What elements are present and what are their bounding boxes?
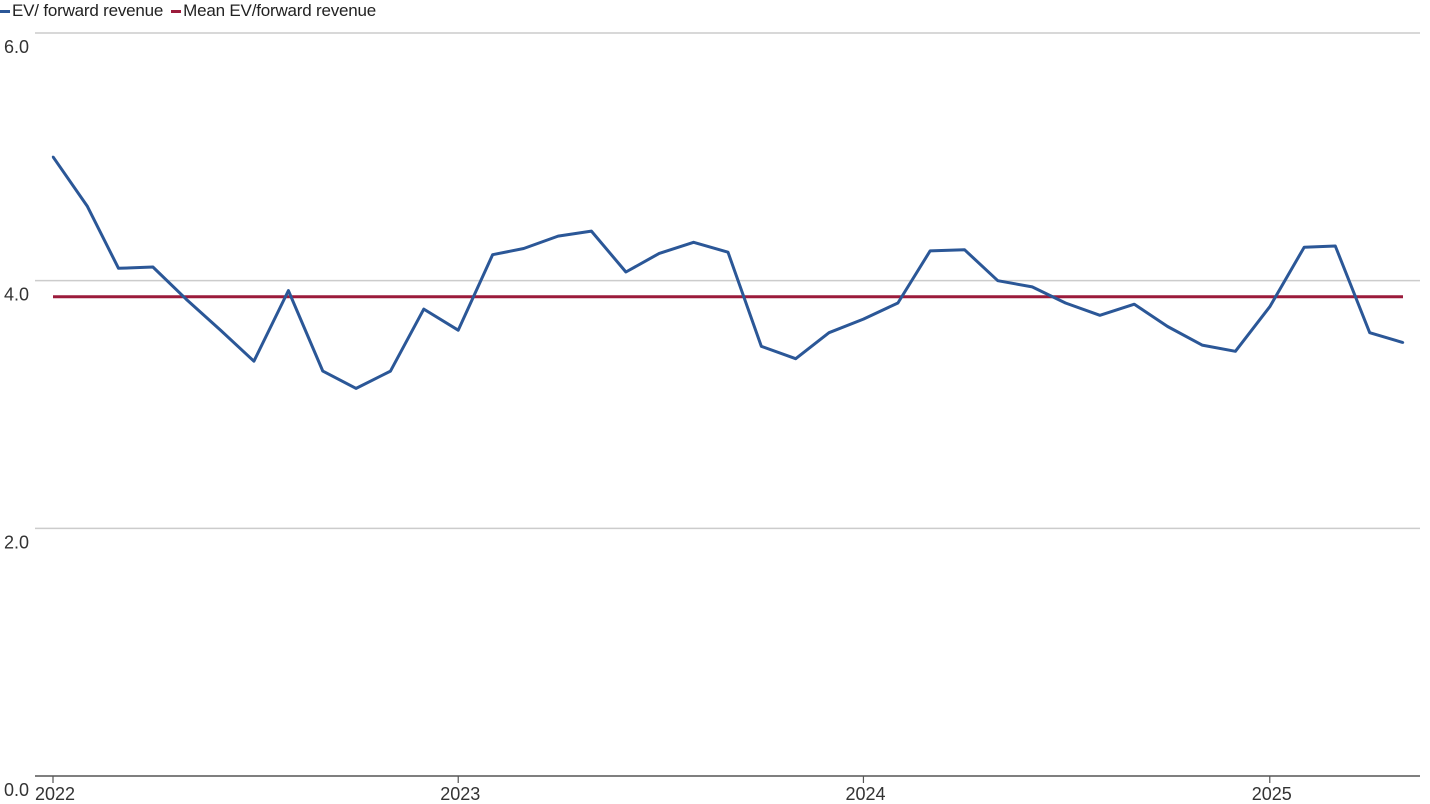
data-point: [556, 234, 560, 238]
series-line-ev-forward-revenue: [51, 155, 1404, 390]
data-point: [827, 331, 831, 334]
data-point: [624, 270, 628, 274]
legend-item-series: EV/ forward revenue: [0, 1, 163, 21]
data-point: [1368, 331, 1371, 334]
data-point: [422, 307, 425, 311]
data-point: [491, 253, 494, 256]
data-point: [51, 155, 55, 158]
data-point: [389, 369, 392, 373]
data-point: [1166, 325, 1169, 328]
data-point: [287, 289, 290, 292]
data-point: [1334, 244, 1337, 248]
data-point: [1268, 305, 1272, 308]
data-point: [522, 247, 525, 250]
data-point: [1303, 246, 1306, 249]
chart-legend: EV/ forward revenue Mean EV/forward reve…: [0, 0, 384, 22]
data-point: [760, 345, 763, 348]
data-point: [1234, 350, 1237, 353]
y-tick-label: 4.0: [4, 285, 29, 305]
data-point: [896, 301, 900, 305]
data-point: [1401, 341, 1405, 344]
x-tick-label: 2023: [440, 784, 480, 804]
data-point: [321, 369, 324, 373]
y-tick-label: 0.0: [4, 780, 29, 800]
data-point: [252, 360, 256, 363]
y-tick-label: 2.0: [4, 532, 29, 552]
x-tick-label: 2022: [35, 784, 75, 804]
x-tick-label: 2025: [1252, 784, 1292, 804]
data-point: [590, 229, 593, 233]
data-point: [219, 329, 222, 332]
data-point: [1064, 301, 1067, 305]
data-point: [117, 267, 120, 270]
data-point: [354, 387, 358, 390]
data-point: [862, 317, 865, 321]
data-point: [726, 251, 730, 254]
legend-label-mean: Mean EV/forward revenue: [183, 1, 377, 20]
data-point: [928, 249, 932, 253]
data-point: [1031, 285, 1034, 289]
legend-swatch-series: [0, 9, 10, 13]
data-point: [151, 265, 155, 269]
legend-label-series: EV/ forward revenue: [12, 1, 164, 20]
data-point: [963, 248, 966, 251]
data-point: [1133, 303, 1136, 306]
data-point: [185, 298, 188, 301]
data-point: [1200, 343, 1204, 347]
y-tick-label: 6.0: [4, 37, 29, 57]
data-point: [457, 329, 460, 332]
data-point: [86, 205, 89, 208]
data-point: [692, 241, 695, 244]
data-point: [1098, 314, 1102, 317]
legend-swatch-mean: [171, 9, 182, 13]
data-point: [996, 279, 999, 282]
data-point: [794, 357, 797, 360]
x-tick-label: 2024: [845, 784, 885, 804]
legend-item-mean: Mean EV/forward revenue: [171, 1, 376, 21]
data-point: [658, 252, 661, 255]
